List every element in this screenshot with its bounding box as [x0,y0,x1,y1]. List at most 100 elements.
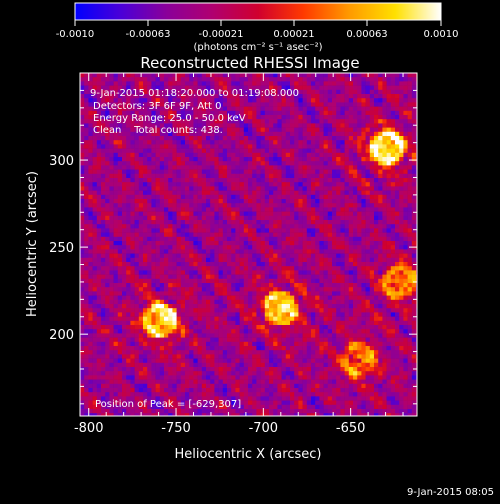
heatmap-cell [214,169,219,175]
heatmap-cell [269,220,274,225]
heatmap-cell [222,85,228,91]
heatmap-cell [176,228,182,233]
heatmap-cell [122,287,127,292]
heatmap-cell [294,98,299,103]
heatmap-cell [390,115,396,120]
heatmap-cell [122,203,127,208]
heatmap-cell [336,127,341,133]
heatmap-cell [374,110,379,116]
heatmap-cell [239,299,245,305]
heatmap-cell [302,186,308,191]
heatmap-cell [260,152,266,158]
heatmap-cell [323,232,329,238]
heatmap-cell [189,211,194,217]
heatmap-cell [323,190,329,196]
heatmap-cell [143,123,148,128]
heatmap-cell [327,182,333,187]
heatmap-cell [189,85,194,91]
heatmap-cell [269,169,274,175]
heatmap-cell [260,190,266,196]
heatmap-cell [109,152,114,158]
heatmap-cell [206,77,211,82]
heatmap-cell [256,81,261,86]
heatmap-cell [151,329,156,334]
heatmap-cell [130,220,135,225]
heatmap-cell [361,85,366,91]
heatmap-cell [172,253,177,259]
heatmap-cell [365,157,371,162]
heatmap-cell [277,127,282,133]
heatmap-cell [348,320,354,326]
heatmap-cell [336,81,341,86]
heatmap-cell [411,127,417,133]
heatmap-cell [88,157,93,162]
heatmap-cell [248,312,253,317]
heatmap-cell [319,249,324,254]
heatmap-cell [180,102,186,107]
heatmap-cell [294,291,299,296]
heatmap-cell [361,169,366,175]
heatmap-cell [138,312,144,317]
heatmap-cell [382,245,387,250]
heatmap-cell [319,123,324,128]
heatmap-cell [155,144,161,149]
heatmap-cell [374,270,379,275]
heatmap-cell [159,140,165,145]
heatmap-cell [96,232,102,238]
heatmap-cell [122,291,127,296]
heatmap-cell [248,245,253,250]
heatmap-cell [222,224,228,229]
heatmap-cell [327,140,333,145]
heatmap-cell [252,140,257,145]
heatmap-cell [105,228,110,233]
heatmap-cell [117,190,123,196]
heatmap-cell [323,194,329,200]
heatmap-cell [264,232,270,238]
heatmap-cell [260,266,266,271]
heatmap-cell [101,157,106,162]
heatmap-cell [80,182,85,187]
heatmap-cell [180,270,186,275]
heatmap-cell [222,77,228,82]
heatmap-cell [134,329,140,334]
heatmap-cell [344,325,350,330]
heatmap-cell [197,144,203,149]
heatmap-cell [172,165,177,170]
heatmap-cell [147,73,152,78]
heatmap-cell [222,165,228,170]
heatmap-cell [176,236,182,242]
heatmap-cell [403,287,408,292]
heatmap-cell [277,203,282,208]
heatmap-cell [273,215,278,221]
heatmap-cell [340,98,345,103]
heatmap-cell [143,220,148,225]
heatmap-cell [193,157,198,162]
heatmap-cell [273,283,278,288]
heatmap-cell [395,287,400,292]
heatmap-cell [357,203,362,208]
heatmap-cell [357,295,362,301]
heatmap-cell [390,94,396,99]
heatmap-cell [227,228,232,233]
heatmap-cell [147,190,152,196]
heatmap-cell [285,182,291,187]
heatmap-cell [109,186,114,191]
heatmap-cell [172,283,177,288]
heatmap-cell [340,211,345,217]
heatmap-cell [361,148,366,154]
heatmap-cell [281,199,287,204]
heatmap-cell [151,89,156,95]
heatmap-cell [197,249,203,254]
heatmap-cell [269,203,274,208]
heatmap-cell [164,304,169,309]
heatmap-cell [168,257,173,263]
heatmap-cell [361,211,366,217]
heatmap-cell [172,232,177,238]
heatmap-cell [332,194,337,200]
heatmap-cell [323,291,329,296]
heatmap-cell [395,165,400,170]
heatmap-cell [294,136,299,141]
heatmap-cell [382,304,387,309]
heatmap-cell [319,312,324,317]
heatmap-cell [382,207,387,212]
